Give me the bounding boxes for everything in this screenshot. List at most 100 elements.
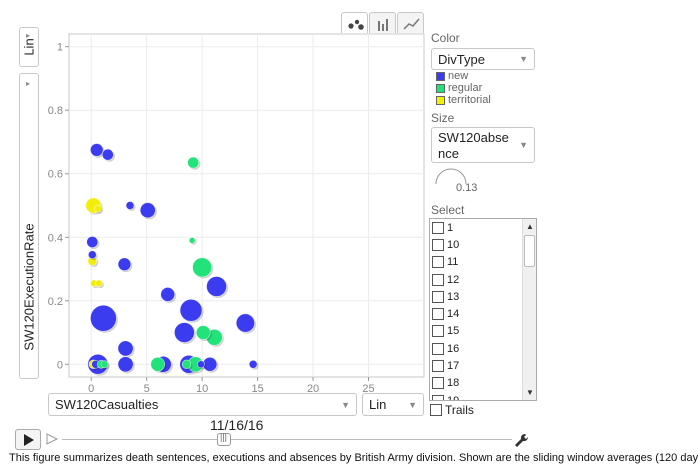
chevron-down-icon: ▼ (519, 54, 528, 64)
legend-item-territorial[interactable]: territorial (436, 94, 491, 106)
x-scale-toggle[interactable]: Lin ▼ (362, 393, 424, 416)
y-tick-label: 0.8 (48, 105, 63, 117)
bubble-new[interactable] (206, 276, 227, 297)
select-item-label: 18 (447, 377, 460, 390)
bubble-new[interactable] (117, 257, 132, 271)
trails-label: Trails (445, 403, 474, 417)
select-item-label: 14 (447, 308, 460, 321)
bubble-chart-icon (348, 19, 364, 30)
bubble-regular[interactable] (181, 359, 192, 369)
select-item-checkbox[interactable] (432, 325, 444, 338)
x-tick-label: 5 (144, 383, 150, 395)
bubble-new[interactable] (174, 322, 195, 343)
size-selector[interactable]: SW120absence ▼ (431, 127, 535, 163)
select-item-checkbox[interactable] (432, 360, 444, 373)
bubble-territorial[interactable] (93, 204, 102, 213)
select-item[interactable]: 11 (430, 254, 522, 271)
bubble-regular[interactable] (150, 356, 166, 372)
bubble-view-tab[interactable] (341, 12, 368, 33)
y-tick-label: 0.6 (48, 169, 63, 181)
select-item-checkbox[interactable] (432, 308, 444, 321)
step-forward-icon[interactable] (44, 429, 62, 449)
thumb-grip-icon: ||| (220, 432, 228, 442)
line-view-tab[interactable] (397, 12, 424, 33)
bubble-territorial[interactable] (95, 279, 103, 288)
bubble-new[interactable] (125, 201, 135, 210)
select-item-checkbox[interactable] (432, 256, 444, 269)
bubble-new[interactable] (90, 143, 104, 157)
bubble-new[interactable] (179, 299, 203, 322)
bubble-new[interactable] (139, 202, 156, 219)
color-selector[interactable]: DivType ▼ (431, 48, 535, 70)
chevron-down-icon: ▼ (408, 399, 417, 410)
select-item[interactable]: 17 (430, 357, 522, 374)
bubble-regular[interactable] (192, 257, 213, 278)
bubbles (85, 143, 259, 376)
bubble-regular[interactable] (187, 156, 200, 169)
y-variable-selector[interactable]: ▸ SW120ExecutionRate (19, 73, 39, 379)
select-item-checkbox[interactable] (432, 394, 444, 400)
legend-label-territorial: territorial (448, 94, 491, 106)
bubble-regular[interactable] (195, 325, 211, 340)
x-variable-selector[interactable]: SW120Casualties ▼ (48, 393, 357, 416)
y-tick-label: 0.4 (48, 232, 63, 244)
timeline-slider[interactable]: ||| (62, 432, 512, 446)
bubble-new[interactable] (235, 313, 255, 333)
select-item[interactable]: 13 (430, 288, 522, 305)
select-item[interactable]: 1 (430, 219, 522, 236)
select-item[interactable]: 10 (430, 236, 522, 253)
select-item-label: 13 (447, 290, 460, 303)
scroll-up-icon[interactable]: ▲ (526, 222, 534, 231)
bar-view-tab[interactable] (369, 12, 396, 33)
bubble-regular[interactable] (100, 360, 109, 369)
select-item-label: 16 (447, 342, 460, 355)
bubble-new[interactable] (87, 250, 97, 260)
scroll-thumb[interactable] (524, 235, 535, 267)
y-tick-label: 1 (57, 42, 63, 54)
scroll-down-icon[interactable]: ▼ (526, 388, 534, 397)
y-variable-arrow-icon: ▸ (26, 79, 31, 88)
bubble-new[interactable] (160, 287, 176, 302)
legend-item-new[interactable]: new (436, 70, 468, 82)
select-item-checkbox[interactable] (432, 290, 444, 303)
legend-item-regular[interactable]: regular (436, 82, 482, 94)
select-item[interactable]: 18 (430, 375, 522, 392)
size-label: Size (431, 111, 455, 125)
select-item-checkbox[interactable] (432, 377, 444, 390)
size-selected-value: SW120absence (438, 130, 509, 161)
select-item-label: 19 (447, 394, 460, 401)
select-item-checkbox[interactable] (432, 238, 444, 251)
select-item[interactable]: 12 (430, 271, 522, 288)
bubble-new[interactable] (248, 359, 258, 369)
select-item[interactable]: 19 (430, 392, 522, 401)
trails-toggle[interactable]: Trails (430, 403, 474, 417)
select-item-checkbox[interactable] (432, 273, 444, 286)
select-item-label: 17 (447, 360, 460, 373)
bubble-new[interactable] (90, 304, 117, 332)
x-tick-label: 0 (88, 383, 94, 395)
bubble-new[interactable] (117, 356, 134, 373)
play-button[interactable] (15, 429, 41, 450)
bubble-new[interactable] (197, 360, 205, 369)
select-scrollbar[interactable]: ▲ ▼ (522, 219, 536, 400)
bubble-new[interactable] (101, 148, 114, 161)
chevron-down-icon: ▼ (341, 399, 350, 410)
timeline-thumb[interactable]: ||| (217, 432, 231, 446)
line-chart-icon (403, 18, 420, 30)
trails-checkbox[interactable] (430, 404, 442, 416)
select-item-checkbox[interactable] (432, 342, 444, 355)
color-label: Color (431, 31, 460, 45)
bubble-regular[interactable] (188, 237, 196, 244)
select-item[interactable]: 14 (430, 305, 522, 322)
y-scale-toggle[interactable]: Lin ▸ (19, 27, 39, 67)
wrench-icon[interactable] (513, 432, 531, 450)
bubble-new[interactable] (117, 340, 134, 357)
bubble-new[interactable] (86, 236, 99, 248)
select-list[interactable]: 1 10 11 12 13 14 15 16 17 18 19 ▲ ▼ (429, 218, 537, 401)
select-item-checkbox[interactable] (432, 221, 444, 234)
select-item[interactable]: 16 (430, 340, 522, 357)
y-scale-arrow-icon: ▸ (26, 31, 31, 40)
chevron-down-icon: ▼ (519, 140, 528, 150)
select-item[interactable]: 15 (430, 323, 522, 340)
